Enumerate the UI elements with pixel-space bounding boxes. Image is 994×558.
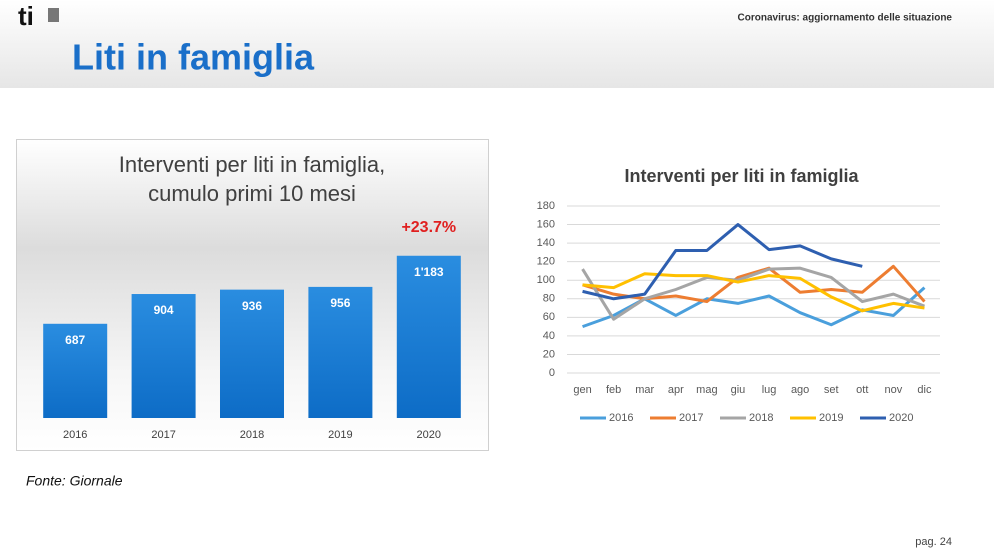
y-tick-label: 140 xyxy=(537,237,555,249)
x-tick-label: feb xyxy=(606,384,621,396)
x-tick-label: ott xyxy=(856,384,868,396)
y-tick-label: 100 xyxy=(537,274,555,286)
logo-shield xyxy=(48,8,59,22)
y-tick-label: 40 xyxy=(543,330,555,342)
chart-title: Interventi per liti in famiglia xyxy=(624,166,859,186)
annotation: +23.7% xyxy=(401,219,456,236)
legend-label: 2017 xyxy=(679,412,703,424)
value-label: 1'183 xyxy=(414,265,444,279)
value-label: 904 xyxy=(154,303,174,317)
line-series xyxy=(582,272,925,313)
y-tick-label: 180 xyxy=(537,200,555,212)
line-series xyxy=(582,223,863,301)
bar xyxy=(131,294,196,418)
x-tick-label: apr xyxy=(668,384,684,396)
y-tick-label: 60 xyxy=(543,311,555,323)
x-tick-label: gen xyxy=(573,384,591,396)
source: Fonte: Giornale xyxy=(26,473,123,489)
bar xyxy=(308,286,373,418)
y-tick-label: 20 xyxy=(543,348,555,360)
y-tick-label: 160 xyxy=(537,218,555,230)
header-subtitle: Coronavirus: aggiornamento delle situazi… xyxy=(738,13,953,24)
x-tick-label: set xyxy=(824,384,839,396)
bar xyxy=(396,255,461,418)
bar xyxy=(220,289,284,418)
chart-title: Interventi per liti in famiglia, xyxy=(119,152,386,177)
x-tick-label: giu xyxy=(731,384,746,396)
x-tick-label: lug xyxy=(762,384,777,396)
x-tick-label: nov xyxy=(885,384,903,396)
legend-label: 2020 xyxy=(889,412,913,424)
y-tick-label: 80 xyxy=(543,293,555,305)
y-tick-label: 120 xyxy=(537,256,555,268)
x-tick-label: 2016 xyxy=(63,429,87,441)
logo: ti xyxy=(18,1,34,31)
line-series xyxy=(582,264,926,304)
x-tick-label: dic xyxy=(917,384,932,396)
legend-label: 2018 xyxy=(749,412,773,424)
value-label: 956 xyxy=(330,296,350,310)
value-label: 936 xyxy=(242,299,262,313)
header-band xyxy=(0,0,994,88)
legend-label: 2016 xyxy=(609,412,633,424)
x-tick-label: ago xyxy=(791,384,809,396)
legend-label: 2019 xyxy=(819,412,843,424)
page-number: pag. 24 xyxy=(915,536,952,548)
x-tick-label: 2018 xyxy=(240,429,264,441)
line-series xyxy=(581,266,926,321)
x-tick-label: mag xyxy=(696,384,717,396)
slide-title: Liti in famiglia xyxy=(72,37,315,78)
chart-title: cumulo primi 10 mesi xyxy=(148,181,356,206)
x-tick-label: mar xyxy=(635,384,654,396)
y-tick-label: 0 xyxy=(549,367,555,379)
bar xyxy=(43,323,108,418)
value-label: 687 xyxy=(65,333,85,347)
x-tick-label: 2020 xyxy=(417,429,441,441)
x-tick-label: 2019 xyxy=(328,429,352,441)
x-tick-label: 2017 xyxy=(151,429,175,441)
